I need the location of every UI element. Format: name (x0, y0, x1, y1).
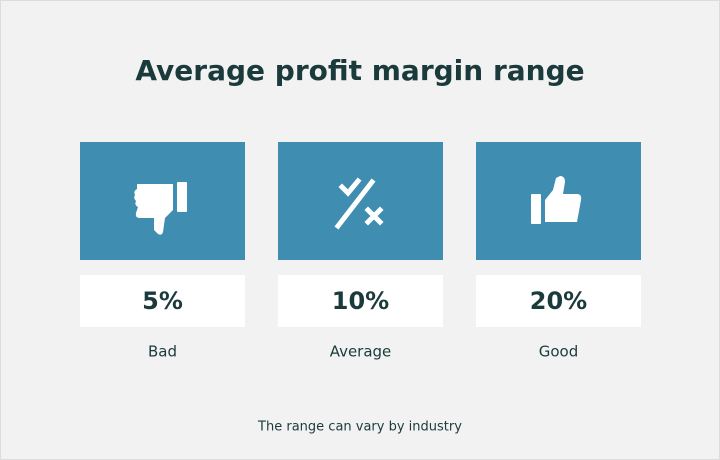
value-panel (278, 275, 443, 327)
thumbs-down-icon (134, 182, 187, 235)
value-panel (476, 275, 641, 327)
card-good: 20% Good (476, 142, 641, 361)
value: 5% (142, 287, 183, 315)
label: Good (539, 343, 579, 361)
value: 20% (530, 287, 587, 315)
value: 10% (332, 287, 389, 315)
percent-icon (334, 177, 384, 230)
label: Bad (148, 343, 177, 361)
label: Average (330, 343, 392, 361)
value-panel (80, 275, 245, 327)
card-bad: 5% Bad (80, 142, 245, 361)
footer-note: The range can vary by industry (257, 420, 462, 435)
icon-panel (278, 142, 443, 260)
thumbs-up-icon (531, 176, 582, 224)
card-average: 10% Average (278, 142, 443, 361)
title: Average profit margin range (135, 54, 584, 87)
